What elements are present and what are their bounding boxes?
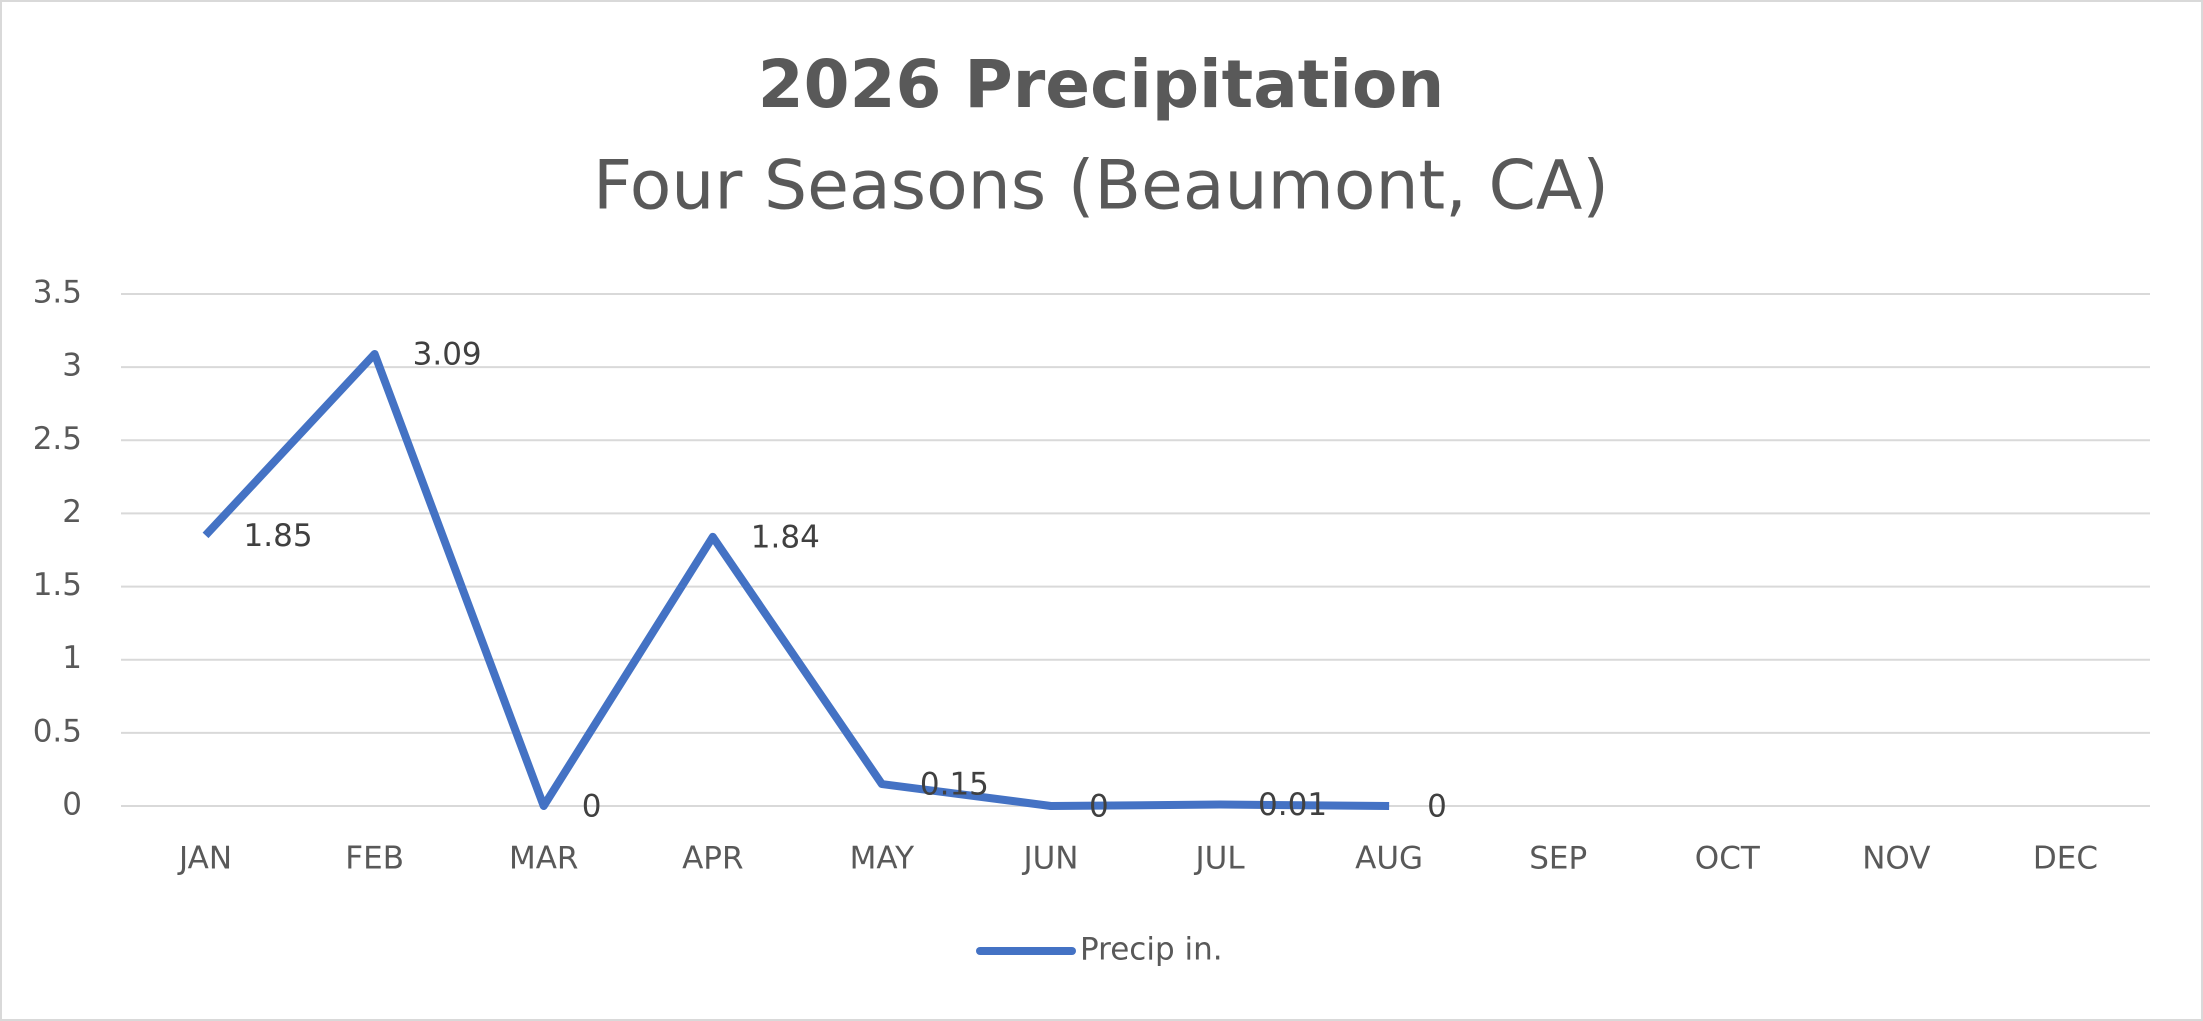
x-tick-label: APR xyxy=(682,841,743,877)
chart-subtitle: Four Seasons (Beaumont, CA) xyxy=(593,147,1609,226)
y-tick-label: 2 xyxy=(62,494,82,530)
chart-title: 2026 Precipitation xyxy=(758,46,1445,123)
x-tick-label: JUL xyxy=(1193,841,1245,877)
data-label: 0 xyxy=(582,789,602,825)
y-tick-label: 0 xyxy=(62,787,82,823)
data-label: 1.84 xyxy=(751,519,820,555)
data-label: 0 xyxy=(1427,789,1447,825)
x-tick-label: DEC xyxy=(2033,841,2098,877)
data-label: 3.09 xyxy=(413,336,482,372)
x-tick-label: SEP xyxy=(1529,841,1587,877)
x-tick-label: JUN xyxy=(1021,841,1078,877)
data-label: 0.15 xyxy=(920,767,989,803)
y-tick-label: 3 xyxy=(62,348,82,384)
data-label: 1.85 xyxy=(244,518,313,554)
x-tick-label: NOV xyxy=(1862,841,1930,877)
y-tick-label: 1.5 xyxy=(33,567,82,603)
y-tick-label: 0.5 xyxy=(33,713,82,749)
y-tick-label: 3.5 xyxy=(33,275,82,311)
x-tick-label: MAY xyxy=(850,841,915,877)
data-label: 0.01 xyxy=(1258,787,1327,823)
x-tick-label: JAN xyxy=(177,841,232,877)
x-tick-label: AUG xyxy=(1355,841,1423,877)
x-tick-label: OCT xyxy=(1695,841,1761,877)
y-tick-label: 1 xyxy=(62,640,82,676)
y-tick-label: 2.5 xyxy=(33,421,82,457)
line-series xyxy=(202,349,1390,810)
x-tick-label: MAR xyxy=(509,841,579,877)
data-label: 0 xyxy=(1089,789,1109,825)
x-tick-label: FEB xyxy=(345,841,404,877)
legend-label: Precip in. xyxy=(1080,932,1223,968)
